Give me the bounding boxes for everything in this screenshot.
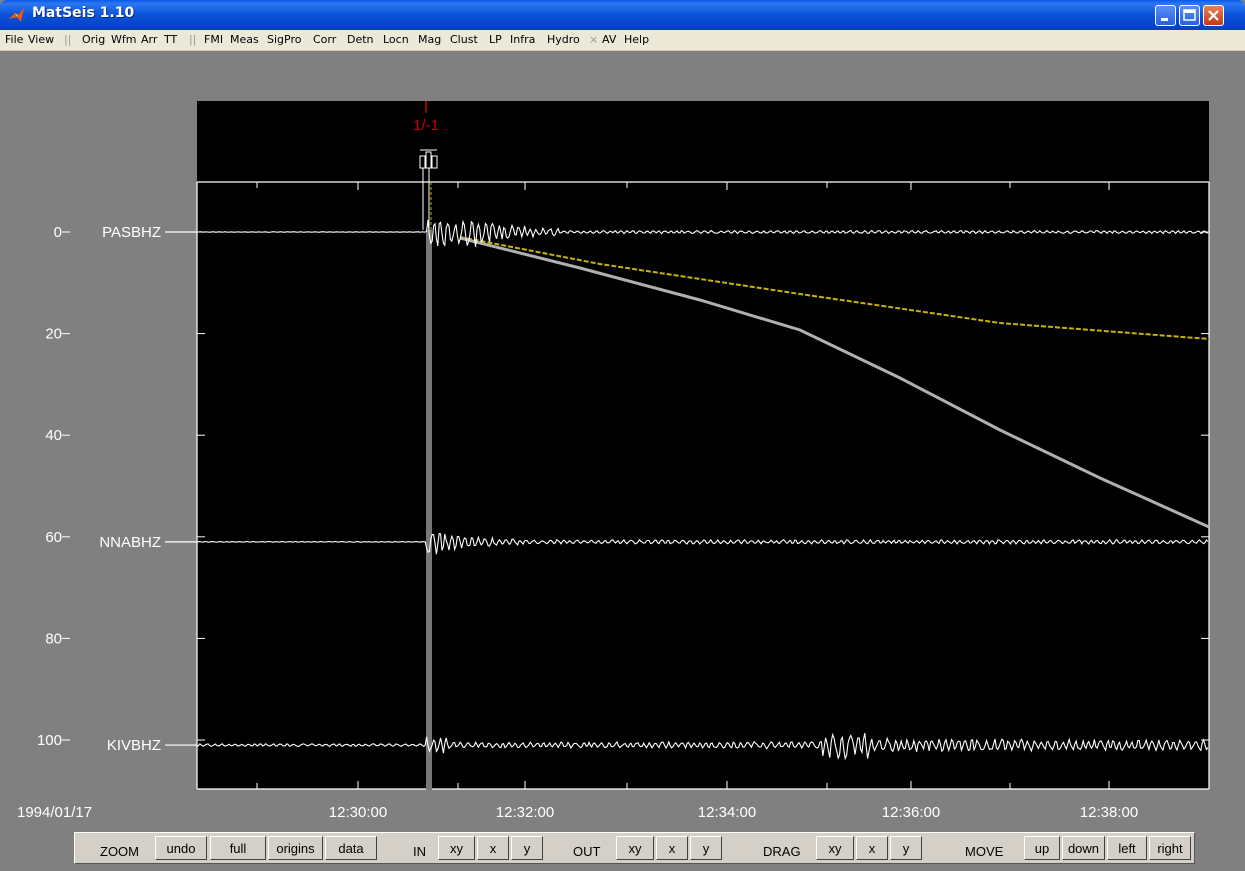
- menu-arr[interactable]: Arr: [141, 33, 158, 46]
- station-label: PASBHZ: [102, 224, 161, 241]
- waveform-traces: PASBHZ NNABHZ KIVBHZ: [99, 219, 1209, 761]
- in-x-button[interactable]: x: [477, 836, 509, 860]
- travel-time-curve-gray: [459, 236, 1210, 529]
- y-tick-label: 60: [45, 529, 62, 546]
- menu-av[interactable]: AV: [602, 33, 617, 46]
- waveform-nnabhz: [196, 532, 1209, 555]
- zoom-label: ZOOM: [100, 844, 139, 859]
- y-tick-label: 100: [37, 732, 62, 749]
- close-button[interactable]: [1203, 5, 1224, 26]
- menu-fmi[interactable]: FMI: [204, 33, 224, 46]
- menu-sigpro[interactable]: SigPro: [267, 33, 302, 46]
- waveform-kivbhz: [196, 732, 1209, 761]
- maximize-button[interactable]: [1179, 5, 1200, 26]
- zoom-full-button[interactable]: full: [210, 836, 266, 860]
- menu-bar: File View || Orig Wfm Arr TT || FMI Meas…: [0, 30, 1245, 51]
- date-label: 1994/01/17: [17, 804, 92, 821]
- in-label: IN: [413, 844, 426, 859]
- menu-file[interactable]: File: [5, 33, 24, 46]
- station-label: KIVBHZ: [107, 737, 161, 754]
- drag-y-button[interactable]: y: [890, 836, 922, 860]
- menu-lp[interactable]: LP: [489, 33, 502, 46]
- menu-clust[interactable]: Clust: [450, 33, 478, 46]
- origin-time-bar: [426, 230, 432, 790]
- menu-meas[interactable]: Meas: [230, 33, 259, 46]
- move-left-button[interactable]: left: [1107, 836, 1147, 860]
- zoom-origins-button[interactable]: origins: [268, 836, 323, 860]
- drag-x-button[interactable]: x: [856, 836, 888, 860]
- station-label: NNABHZ: [99, 534, 161, 551]
- x-tick-label: 12:32:00: [496, 804, 554, 821]
- matlab-app-icon: [9, 8, 24, 22]
- menu-separator: ||: [64, 33, 72, 46]
- drag-label: DRAG: [763, 844, 801, 859]
- close-icon: [1208, 10, 1219, 21]
- minimize-icon: [1161, 18, 1168, 21]
- zoom-undo-button[interactable]: undo: [155, 836, 207, 860]
- seismogram-plot[interactable]: 0 20 40 60 80 100 12:30:00 12:32:00 12:34:00 12:3…: [0, 50, 1245, 832]
- origin-label: 1/-1: [413, 117, 439, 134]
- window-title: MatSeis 1.10: [32, 5, 135, 21]
- axis-labels: 0 20 40 60 80 100 12:30:00 12:32:00 12:34:00 12:3…: [37, 224, 1138, 821]
- title-bar: MatSeis 1.10: [0, 0, 1245, 30]
- move-label: MOVE: [965, 844, 1004, 859]
- out-x-button[interactable]: x: [656, 836, 688, 860]
- x-tick-label: 12:36:00: [882, 804, 940, 821]
- waveform-pasbhz: [196, 219, 1208, 247]
- menu-corr[interactable]: Corr: [313, 33, 337, 46]
- menu-separator: ||: [189, 33, 197, 46]
- zoom-data-button[interactable]: data: [325, 836, 377, 860]
- menu-locn[interactable]: Locn: [383, 33, 409, 46]
- axis-ticks: [62, 182, 1209, 789]
- y-tick-label: 80: [45, 630, 62, 647]
- x-tick-label: 12:38:00: [1080, 804, 1138, 821]
- maximize-icon: [1183, 9, 1196, 21]
- menu-infra[interactable]: Infra: [510, 33, 536, 46]
- out-xy-button[interactable]: xy: [616, 836, 654, 860]
- x-tick-label: 12:34:00: [698, 804, 756, 821]
- minimize-button[interactable]: [1155, 5, 1176, 26]
- in-y-button[interactable]: y: [511, 836, 543, 860]
- menu-tt[interactable]: TT: [164, 33, 178, 46]
- phase-flags-icon: [419, 149, 438, 230]
- out-y-button[interactable]: y: [690, 836, 722, 860]
- menu-disabled-marker: ×: [589, 33, 599, 46]
- y-tick-label: 0: [54, 224, 62, 241]
- plot-background: [197, 101, 1209, 789]
- y-tick-label: 20: [45, 326, 62, 343]
- menu-mag[interactable]: Mag: [418, 33, 442, 46]
- menu-detn[interactable]: Detn: [347, 33, 374, 46]
- menu-wfm[interactable]: Wfm: [111, 33, 137, 46]
- toolbar: ZOOM undo full origins data IN xy x y OU…: [74, 832, 1195, 864]
- move-up-button[interactable]: up: [1024, 836, 1060, 860]
- travel-time-curve-yellow: [459, 236, 1210, 340]
- in-xy-button[interactable]: xy: [438, 836, 475, 860]
- menu-hydro[interactable]: Hydro: [547, 33, 580, 46]
- menu-view[interactable]: View: [28, 33, 55, 46]
- menu-help[interactable]: Help: [624, 33, 650, 46]
- out-label: OUT: [573, 844, 601, 859]
- menu-orig[interactable]: Orig: [82, 33, 106, 46]
- drag-xy-button[interactable]: xy: [816, 836, 854, 860]
- move-right-button[interactable]: right: [1149, 836, 1191, 860]
- x-tick-label: 12:30:00: [329, 804, 387, 821]
- y-tick-label: 40: [45, 427, 62, 444]
- move-down-button[interactable]: down: [1062, 836, 1105, 860]
